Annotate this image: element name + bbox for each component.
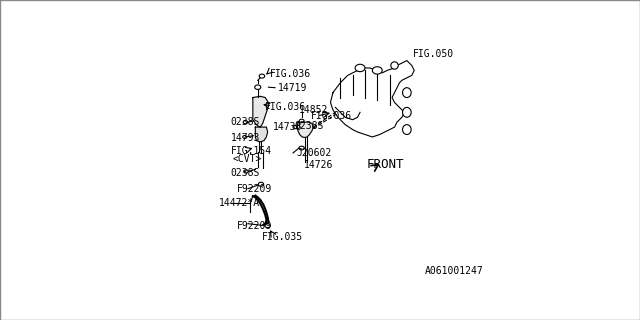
Ellipse shape: [403, 88, 411, 98]
Ellipse shape: [293, 125, 298, 129]
Ellipse shape: [299, 146, 305, 150]
Text: FIG.050: FIG.050: [413, 49, 454, 60]
Text: F92209: F92209: [237, 184, 272, 194]
Polygon shape: [253, 96, 269, 127]
Text: 0238S: 0238S: [295, 121, 324, 131]
Text: 14719: 14719: [278, 83, 307, 93]
Text: FIG.035: FIG.035: [262, 232, 303, 242]
Text: 0238S: 0238S: [230, 168, 260, 178]
Ellipse shape: [403, 124, 411, 134]
Ellipse shape: [403, 108, 411, 117]
Text: 14852: 14852: [298, 105, 328, 115]
Text: FIG.036: FIG.036: [265, 102, 307, 112]
Text: FRONT: FRONT: [366, 157, 404, 171]
Text: 14793: 14793: [230, 133, 260, 143]
Ellipse shape: [255, 85, 261, 89]
Text: F92209: F92209: [237, 221, 272, 231]
Ellipse shape: [243, 121, 248, 124]
Ellipse shape: [299, 119, 304, 123]
Text: <CVT>: <CVT>: [232, 154, 262, 164]
Text: 14738: 14738: [273, 122, 302, 132]
Polygon shape: [330, 60, 414, 137]
Ellipse shape: [391, 62, 398, 69]
Ellipse shape: [259, 74, 265, 78]
Text: 0238S: 0238S: [230, 117, 260, 127]
Text: J20602: J20602: [296, 148, 332, 158]
Polygon shape: [297, 122, 313, 138]
Text: 14472*A: 14472*A: [219, 198, 260, 209]
Text: FIG.036: FIG.036: [311, 111, 352, 121]
Polygon shape: [255, 127, 268, 142]
Text: A061001247: A061001247: [426, 266, 484, 276]
Ellipse shape: [265, 224, 270, 228]
Text: FIG.154: FIG.154: [230, 146, 272, 156]
Ellipse shape: [243, 135, 246, 139]
Text: FIG.036: FIG.036: [270, 69, 311, 79]
Ellipse shape: [372, 67, 382, 74]
Ellipse shape: [244, 170, 248, 173]
Ellipse shape: [259, 182, 264, 186]
Text: 14726: 14726: [303, 160, 333, 170]
Ellipse shape: [355, 64, 365, 72]
